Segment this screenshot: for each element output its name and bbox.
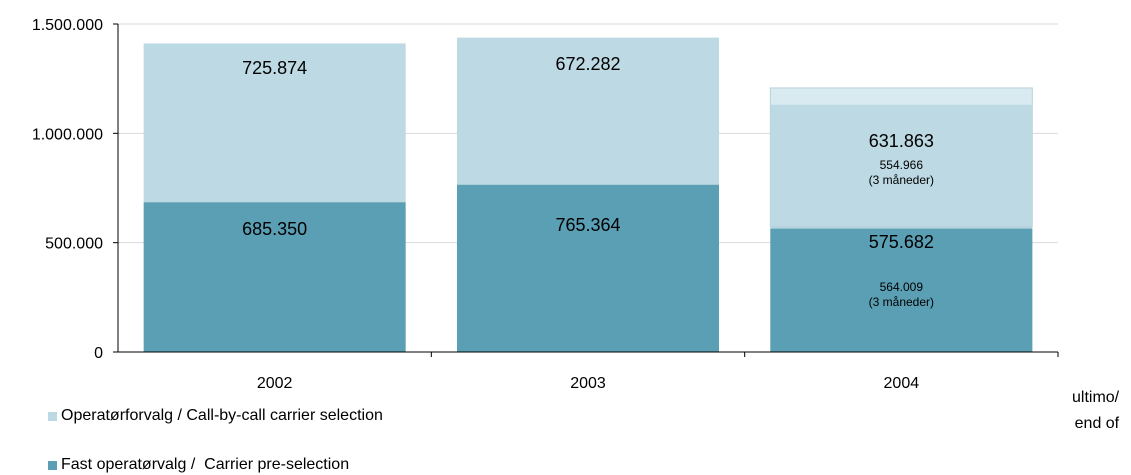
legend-item-cbc: Operatørforvalg / Call-by-call carrier s… bbox=[48, 407, 383, 425]
x-tick-label: 2003 bbox=[570, 375, 606, 392]
data-label-cbc-fullyear: 631.863 bbox=[869, 131, 934, 151]
x-tick-label: 2002 bbox=[257, 375, 293, 392]
data-label-preselection-fullyear: 575.682 bbox=[869, 232, 934, 252]
y-tick-label: 0 bbox=[94, 345, 103, 362]
unit-note-line-1: ultimo/ bbox=[1072, 389, 1120, 406]
data-label-cbc: 672.282 bbox=[555, 54, 620, 74]
bar-2003-cbc bbox=[457, 37, 719, 185]
legend-item-preselection: Fast operatørvalg / Carrier pre-selectio… bbox=[48, 456, 349, 474]
legend-label-cbc: Operatørforvalg / Call-by-call carrier s… bbox=[61, 407, 383, 424]
bar-2002-cbc bbox=[143, 43, 406, 203]
data-label-preselection-3m-value: 564.009 bbox=[880, 280, 924, 294]
legend-label-preselection: Fast operatørvalg / Carrier pre-selectio… bbox=[61, 456, 350, 473]
y-tick-label: 1.500.000 bbox=[32, 17, 103, 34]
y-tick-label: 500.000 bbox=[45, 236, 103, 253]
bar-2004-cbc bbox=[770, 104, 1033, 227]
bar-2003-preselection bbox=[457, 184, 719, 352]
data-label-preselection: 685.350 bbox=[242, 219, 307, 239]
y-tick-label: 1.000.000 bbox=[32, 126, 103, 143]
x-tick-label: 2004 bbox=[884, 375, 920, 392]
data-label-cbc-3m-note: (3 måneder) bbox=[869, 173, 934, 187]
legend-swatch-preselection bbox=[48, 460, 57, 470]
data-label-preselection-3m-note: (3 måneder) bbox=[869, 295, 934, 309]
data-label-cbc-3m-value: 554.966 bbox=[880, 158, 924, 172]
data-label-cbc: 725.874 bbox=[242, 58, 307, 78]
data-label-preselection: 765.364 bbox=[555, 215, 620, 235]
bar-2004-preselection bbox=[770, 228, 1033, 352]
unit-note: ultimo/ end of bbox=[1072, 385, 1119, 437]
legend-swatch-cbc bbox=[48, 411, 57, 421]
bar-2002-preselection bbox=[143, 202, 406, 352]
unit-note-line-2: end of bbox=[1074, 415, 1120, 432]
